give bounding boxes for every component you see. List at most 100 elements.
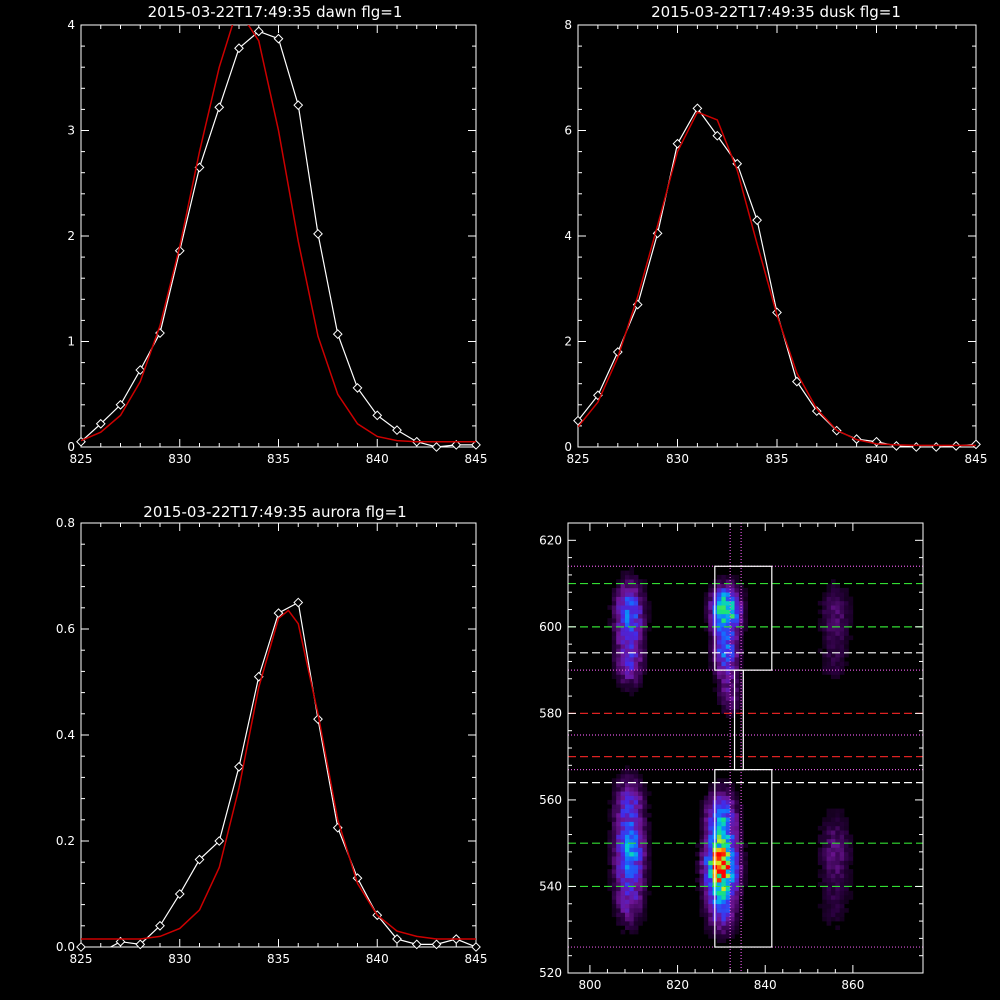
heatmap-pixel <box>642 860 648 866</box>
heatmap-pixel <box>638 821 643 827</box>
heatmap-pixel <box>725 657 731 662</box>
heatmap-pixel <box>638 791 643 796</box>
heatmap-pixel <box>642 652 648 658</box>
heatmap-pixel <box>734 873 740 879</box>
dawn-x-tick-label: 835 <box>267 452 290 466</box>
heatmap-pixel <box>730 782 735 788</box>
heatmap-pixel <box>624 873 630 879</box>
heatmap-pixel <box>734 704 740 710</box>
heatmap-pixel <box>638 596 643 602</box>
dusk-x-tick-label: 840 <box>865 452 888 466</box>
heatmap-pixel <box>717 890 722 896</box>
heatmap-pixel <box>830 652 836 658</box>
heatmap-pixel <box>708 916 713 922</box>
heatmap-pixel <box>848 860 854 866</box>
heatmap-pixel <box>703 912 709 918</box>
heatmap-pixel <box>839 648 845 654</box>
heatmap-pixel <box>642 618 648 623</box>
heatmap-pixel <box>620 570 626 576</box>
heatmap-pixel <box>607 873 613 879</box>
heatmap-pixel <box>835 587 841 593</box>
heatmap-pixel <box>839 847 845 853</box>
heatmap-y-tick-label: 600 <box>539 620 562 634</box>
dusk-data-point <box>971 439 981 450</box>
heatmap-pixel <box>734 670 740 675</box>
heatmap-pixel <box>616 799 621 805</box>
heatmap-pixel <box>699 856 705 861</box>
heatmap-pixel <box>839 639 845 645</box>
heatmap-pixel <box>607 618 613 623</box>
heatmap-pixel <box>730 795 735 801</box>
heatmap-pixel <box>717 912 722 918</box>
dusk-data-point <box>712 130 723 141</box>
heatmap-pixel <box>699 843 705 848</box>
heatmap-pixel <box>717 691 722 697</box>
heatmap-pixel <box>638 648 643 654</box>
heatmap-pixel <box>738 631 744 636</box>
heatmap-pixel <box>725 622 731 628</box>
heatmap-pixel <box>822 869 827 874</box>
heatmap-pixel <box>835 592 841 597</box>
heatmap-pixel <box>633 687 639 693</box>
heatmap-pixel <box>611 795 617 801</box>
heatmap-y-tick-label: 520 <box>539 966 562 980</box>
heatmap-pixel <box>620 799 626 805</box>
heatmap-pixel <box>717 786 722 792</box>
heatmap-pixel <box>699 808 705 814</box>
heatmap-pixel <box>826 856 832 861</box>
heatmap-pixel <box>835 838 841 844</box>
heatmap-pixel <box>708 661 713 667</box>
heatmap-pixel <box>835 670 841 675</box>
heatmap-pixel <box>839 877 845 883</box>
heatmap-pixel <box>730 908 735 913</box>
heatmap-pixel <box>642 830 648 835</box>
aurora-x-tick-label: 835 <box>267 952 290 966</box>
heatmap-pixel <box>730 838 735 844</box>
heatmap-pixel <box>826 847 832 853</box>
heatmap-pixel <box>721 665 727 671</box>
heatmap-pixel <box>703 921 709 926</box>
heatmap-pixel <box>616 635 621 641</box>
heatmap-pixel <box>738 895 744 900</box>
heatmap-pixel <box>734 821 740 827</box>
heatmap-pixel <box>616 657 621 662</box>
heatmap-pixel <box>633 644 639 649</box>
aurora-data-point <box>471 942 481 952</box>
dusk-data-point <box>811 406 822 417</box>
heatmap-pixel <box>642 817 648 822</box>
heatmap-pixel <box>721 683 727 688</box>
heatmap-pixel <box>624 808 630 814</box>
heatmap-pixel <box>633 864 639 870</box>
heatmap-pixel <box>642 804 648 809</box>
heatmap-pixel <box>734 804 740 809</box>
heatmap-pixel <box>725 618 731 623</box>
heatmap-pixel <box>830 665 836 671</box>
heatmap-pixel <box>616 605 621 610</box>
heatmap-pixel <box>717 938 722 944</box>
heatmap-pixel <box>624 670 630 675</box>
heatmap-pixel <box>607 843 613 848</box>
heatmap-x-tick-label: 820 <box>666 978 689 992</box>
heatmap-pixel <box>826 644 832 649</box>
heatmap-pixel <box>646 605 652 610</box>
heatmap-pixel <box>633 877 639 883</box>
heatmap-pixel <box>717 834 722 840</box>
heatmap-pixel <box>611 860 617 866</box>
heatmap-pixel <box>638 847 643 853</box>
heatmap-pixel <box>725 899 731 905</box>
heatmap-pixel <box>826 622 832 628</box>
heatmap-pixel <box>730 635 735 641</box>
heatmap-pixel <box>629 618 635 623</box>
heatmap-pixel <box>620 856 626 861</box>
heatmap-pixel <box>708 596 713 602</box>
heatmap-pixel <box>699 895 705 900</box>
heatmap-pixel <box>835 860 841 866</box>
heatmap-pixel <box>848 873 854 879</box>
heatmap-pixel <box>725 825 731 831</box>
aurora-data-point <box>431 939 442 950</box>
heatmap-pixel <box>629 665 635 671</box>
heatmap-pixel <box>734 618 740 623</box>
heatmap-pixel <box>721 916 727 922</box>
heatmap-pixel <box>633 886 639 892</box>
heatmap-pixel <box>839 869 845 874</box>
